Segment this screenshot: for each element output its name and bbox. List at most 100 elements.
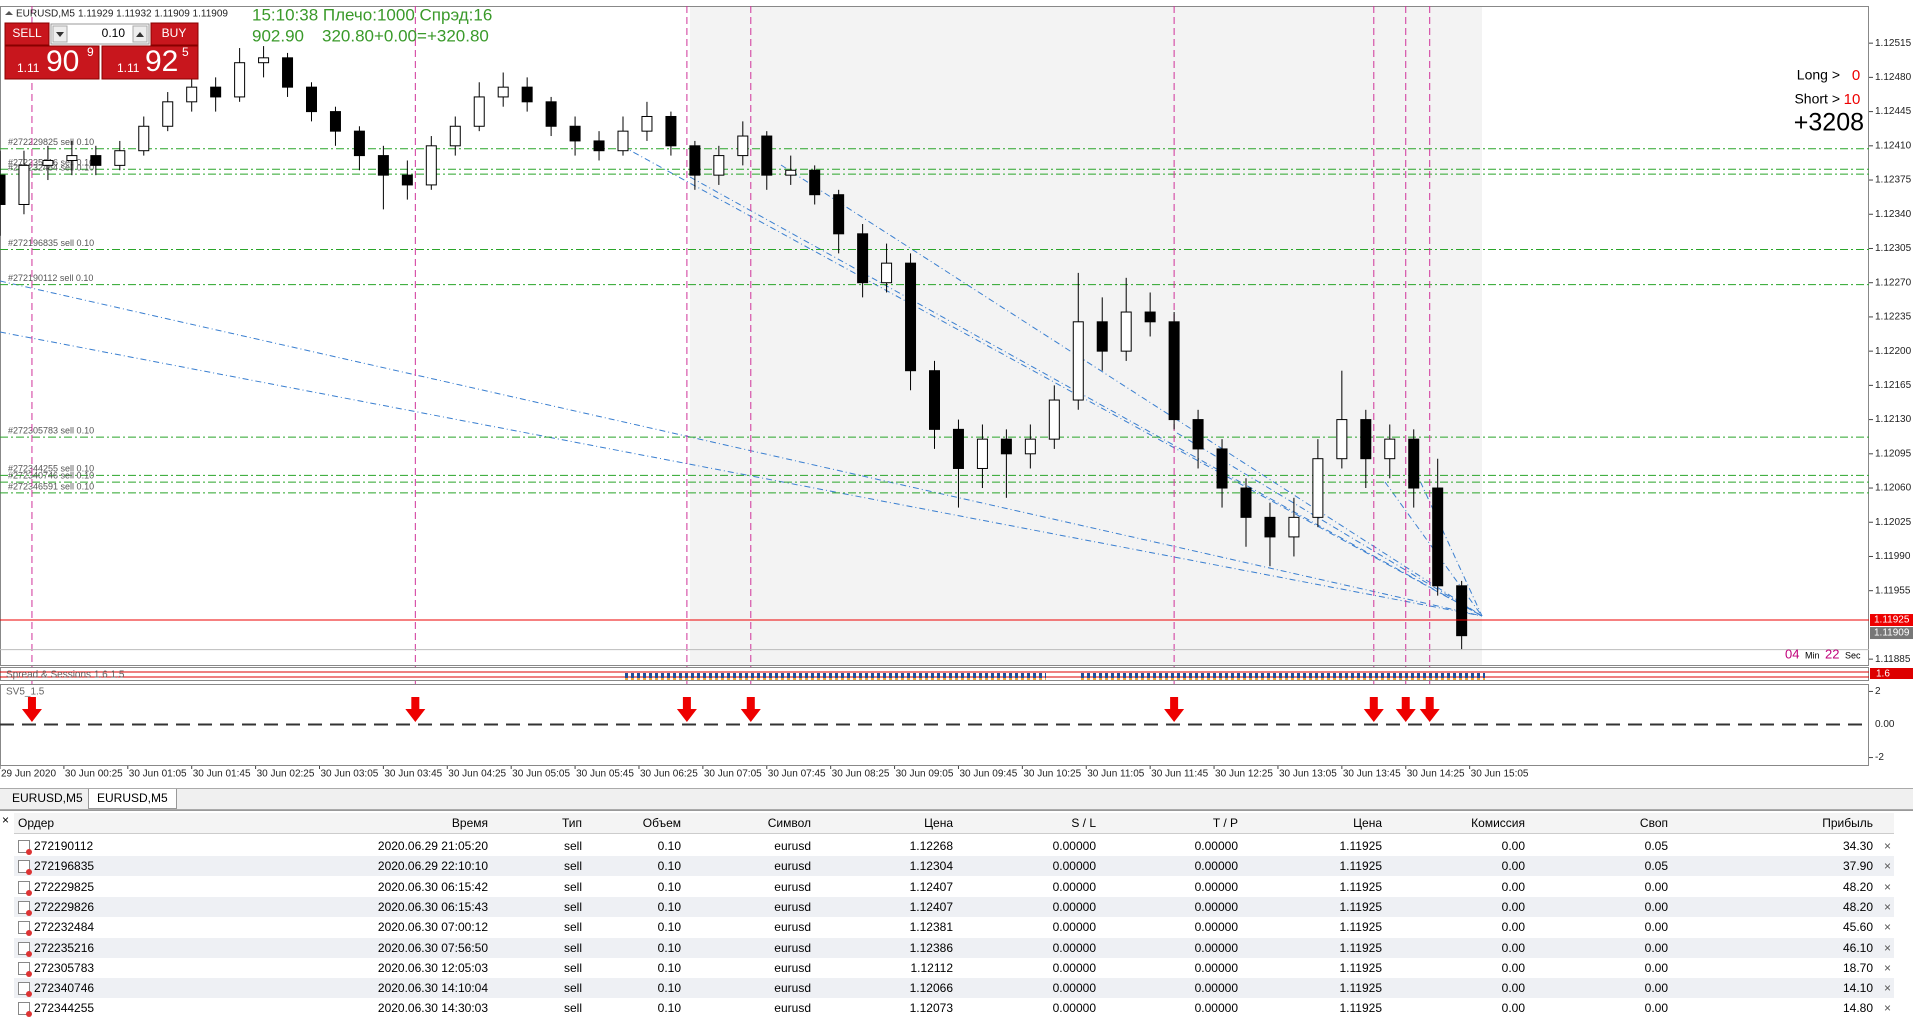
x-tick-label: 30 Jun 14:25 [1407,769,1465,780]
table-cell: 272344255 [34,1001,95,1016]
table-row[interactable]: 272305783 2020.06.30 12:05:03 sell 0.10 euru… [14,957,1894,978]
tab-active[interactable]: EURUSD,M5 [88,789,177,809]
table-row[interactable]: 272232484 2020.06.30 07:00:12 sell 0.10 euru… [14,917,1894,938]
account-line: 15:10:38 Плечо:1000 Спрэд:16 [252,5,492,24]
sell-label[interactable]: SELL [12,26,42,40]
candle-body [929,370,940,430]
table-row[interactable]: 272229826 2020.06.30 06:15:43 sell 0.10 euru… [14,896,1894,917]
candle-body [881,262,893,284]
table-cell: 0.00000 [1052,859,1096,874]
table-cell: 0.00 [1501,859,1525,874]
table-cell: 0.00 [1501,940,1525,955]
close-order[interactable]: × [1884,920,1892,935]
close-order[interactable]: × [1884,859,1892,874]
table-cell: 1.12407 [909,899,953,914]
table-cell: 0.00 [1644,940,1668,955]
table-cell: 272190112 [34,839,94,853]
table-row[interactable]: 272229825 2020.06.30 06:15:42 sell 0.10 euru… [14,876,1894,897]
candle-body [665,115,677,147]
column-header: Комиссия [1471,816,1525,830]
order-icon [18,860,32,876]
sell-button[interactable] [4,22,50,46]
candle-body [210,86,222,98]
timer-sec-label: Sec [1845,650,1861,660]
x-tick-label: 30 Jun 01:05 [129,769,187,780]
table-cell: 2020.06.30 12:05:03 [377,960,488,975]
column-header: Символ [767,816,811,830]
candle-body [425,145,437,186]
buy-label[interactable]: BUY [162,26,187,40]
table-cell: 0.00 [1501,920,1525,935]
candle-body [473,96,485,127]
table-cell: 2020.06.30 07:56:50 [377,940,488,955]
table-cell: 45.60 [1842,920,1873,935]
x-tick-label: 30 Jun 09:05 [896,769,954,780]
buy-price-box[interactable] [101,45,199,80]
table-row[interactable]: 272190112 2020.06.29 21:05:20 sell 0.10 euru… [14,836,1894,856]
table-cell: 272196835 [34,859,95,874]
lot-field[interactable] [50,23,150,45]
candle-body [18,164,30,205]
table-cell: 0.10 [657,920,681,935]
table-row[interactable]: 272235216 2020.06.30 07:56:50 sell 0.10 euru… [14,937,1894,958]
table-cell: 1.12112 [910,960,954,975]
candle-body [282,57,294,88]
close-order[interactable]: × [1884,879,1892,894]
buy-button[interactable] [150,22,199,46]
close-order[interactable]: × [1884,940,1892,955]
y-tick-label: 1.12060 [1875,483,1912,494]
candle-body [1144,311,1156,323]
candle-body [114,150,126,166]
column-header: T / P [1212,816,1238,830]
table-cell: 1.11925 [1339,839,1383,853]
candle-body [1072,321,1084,401]
table-cell: 1.11925 [1339,940,1383,955]
table-cell: 18.70 [1842,960,1873,975]
column-header: Ордер [18,816,55,830]
candle-body [449,125,461,147]
table-cell: 0.00 [1501,879,1525,894]
candle-body [1000,438,1012,455]
candle-body [785,169,797,176]
candle-body [1288,516,1300,538]
table-row[interactable]: 272344255 2020.06.30 14:30:03 sell 0.10 euru… [14,998,1894,1019]
collapse-icon [5,11,13,15]
trade-panel: SELL 0.10 BUY 1.11 90 9 1.11 92 5 [4,22,199,80]
timer-seconds: 22 [1825,646,1839,661]
tab[interactable]: EURUSD,M5 [12,791,83,805]
close-terminal[interactable]: × [2,813,10,827]
table-cell: 48.20 [1842,879,1873,894]
table-cell: sell [563,899,582,914]
table-row[interactable]: 272196835 2020.06.29 22:10:10 sell 0.10 euru… [14,856,1894,877]
table-cell: 0.00000 [1052,960,1096,975]
sell-price-big: 90 [46,45,79,78]
sell-price-box[interactable] [4,45,100,80]
x-tick-label: 30 Jun 01:45 [193,769,251,780]
close-order[interactable]: × [1884,1001,1892,1016]
table-cell: 0.10 [657,839,681,853]
table-cell: 272235216 [34,940,95,955]
table-cell: 0.00000 [1052,899,1096,914]
trend-line [780,164,1483,617]
table-cell: 272229826 [34,899,95,914]
close-order[interactable]: × [1884,899,1892,914]
order-label: #272344255 sell 0.10 [8,464,94,474]
table-row[interactable]: 272340746 2020.06.30 14:10:04 sell 0.10 euru… [14,978,1894,999]
profit: 320.80+0.00=+320.80 [322,26,489,45]
y-tick-label: 1.11885 [1875,654,1911,665]
candle-body [353,130,365,157]
candle-body [689,145,701,176]
close-order[interactable]: × [1884,960,1892,975]
candle-body [1216,448,1228,489]
close-order[interactable]: × [1884,981,1892,996]
candle-body [329,111,341,132]
buy-price-big: 92 [145,45,178,78]
y-tick-label: 1.12515 [1875,38,1912,49]
candle-body [162,101,174,127]
lot-value[interactable]: 0.10 [102,26,126,40]
table-cell: 2020.06.30 14:30:03 [377,1001,488,1016]
close-order[interactable]: × [1884,839,1892,853]
table-cell: 1.12386 [909,940,953,955]
y-tick-label: 1.12235 [1875,312,1912,323]
x-tick-label: 30 Jun 06:25 [640,769,698,780]
